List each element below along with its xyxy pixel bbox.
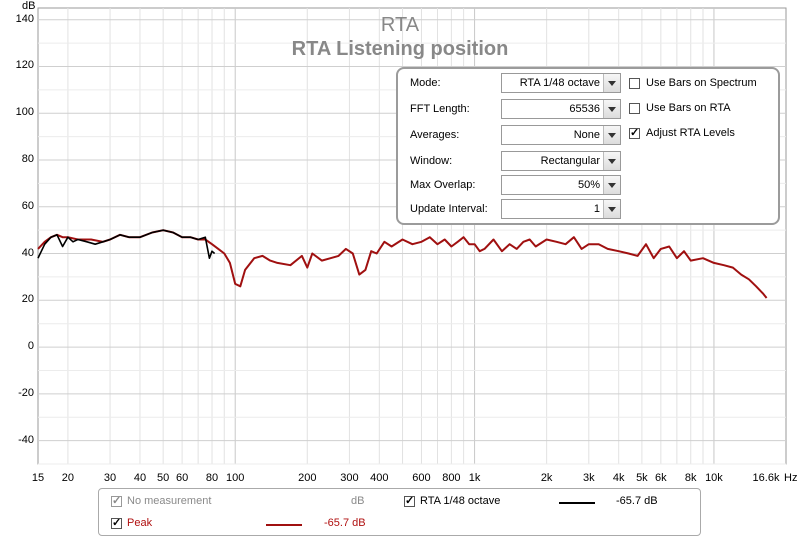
series-layer (37, 229, 768, 299)
rta-legend-swatch (559, 502, 595, 504)
window-row: Window: Rectangular (410, 151, 621, 172)
x-tick-label: 800 (442, 472, 461, 484)
x-axis-unit: Hz (784, 472, 798, 484)
y-tick-label: 40 (21, 246, 34, 259)
use-bars-rta-label: Use Bars on RTA (646, 102, 731, 114)
legend: No measurement dB RTA 1/48 octave -65.7 … (98, 488, 701, 536)
checkbox-box[interactable] (629, 103, 640, 114)
chevron-down-icon[interactable] (603, 126, 620, 144)
overlap-row: Max Overlap: 50% (410, 175, 621, 196)
x-tick-label: 30 (103, 472, 117, 484)
window-select[interactable]: Rectangular (501, 151, 621, 171)
use-bars-spectrum-label: Use Bars on Spectrum (646, 77, 757, 89)
update-interval-select[interactable]: 1 (501, 199, 621, 219)
peak-legend-swatch (266, 524, 302, 526)
use-bars-rta-checkbox[interactable]: Use Bars on RTA (629, 102, 779, 118)
y-tick-label: -40 (18, 433, 34, 446)
x-tick-label: 8k (684, 472, 697, 484)
x-tick-label: 10k (705, 472, 723, 484)
x-tick-label: 15 (31, 472, 45, 484)
max-overlap-value: 50% (577, 179, 600, 191)
legend-no-measurement: No measurement dB (111, 494, 391, 510)
fft-length-label: FFT Length: (410, 103, 470, 115)
window-label: Window: (410, 155, 453, 167)
x-tick-label: 4k (612, 472, 625, 484)
use-bars-spectrum-checkbox[interactable]: Use Bars on Spectrum (629, 77, 779, 93)
rta-series-line (37, 229, 216, 260)
x-tick-label: 20 (61, 472, 75, 484)
x-tick-label: 16.6k (752, 472, 780, 484)
legend-peak[interactable]: Peak -65.7 dB (111, 516, 391, 532)
max-overlap-select[interactable]: 50% (501, 175, 621, 195)
y-tick-label: 0 (27, 340, 34, 353)
chevron-down-icon[interactable] (603, 100, 620, 118)
window-value: Rectangular (540, 155, 600, 167)
averages-label: Averages: (410, 129, 460, 141)
chart-title: RTA (380, 14, 420, 36)
y-tick-label: 60 (21, 199, 34, 212)
no-measurement-label: No measurement (127, 495, 212, 507)
y-tick-label: 140 (15, 12, 34, 25)
y-tick-label: -20 (18, 386, 34, 399)
max-overlap-label: Max Overlap: (410, 179, 476, 191)
adjust-rta-levels-label: Adjust RTA Levels (646, 127, 735, 139)
rta-legend-value: -65.7 dB (616, 495, 658, 507)
fft-row: FFT Length: 65536 (410, 99, 621, 120)
checkbox-box-checked[interactable] (111, 516, 122, 529)
x-tick-label: 6k (655, 472, 667, 484)
x-tick-label: 600 (412, 472, 431, 484)
averages-row: Averages: None (410, 125, 621, 146)
checkbox-box[interactable] (629, 78, 640, 89)
y-tick-label: 20 (21, 293, 34, 306)
x-tick-label: 50 (157, 472, 170, 484)
mode-row: Mode: RTA 1/48 octave (410, 73, 621, 94)
x-tick-label: 1k (468, 472, 481, 484)
chevron-down-icon[interactable] (603, 176, 620, 194)
x-tick-label: 200 (298, 472, 317, 484)
mode-value: RTA 1/48 octave (519, 77, 600, 89)
no-measurement-unit: dB (351, 495, 365, 507)
averages-value: None (573, 129, 600, 141)
fft-length-select[interactable]: 65536 (501, 99, 621, 119)
y-tick-label: 80 (21, 153, 34, 165)
x-tick-label: 40 (133, 472, 147, 484)
rta-legend-label: RTA 1/48 octave (420, 495, 501, 507)
x-tick-label: 80 (205, 472, 219, 484)
x-tick-label: 60 (175, 472, 189, 484)
legend-rta[interactable]: RTA 1/48 octave -65.7 dB (404, 494, 694, 510)
x-tick-label: 400 (370, 472, 389, 484)
chevron-down-icon[interactable] (603, 200, 620, 218)
y-tick-label: 120 (15, 59, 34, 72)
averages-select[interactable]: None (501, 125, 621, 145)
checkbox-box-disabled (111, 494, 122, 507)
peak-legend-value: -65.7 dB (324, 517, 366, 529)
x-tick-label: 300 (340, 472, 359, 484)
mode-label: Mode: (410, 77, 441, 89)
rta-settings-panel: Mode: RTA 1/48 octave FFT Length: 65536 … (396, 67, 780, 225)
peak-legend-label: Peak (127, 517, 153, 529)
x-tick-label: 3k (582, 472, 595, 484)
chevron-down-icon[interactable] (603, 74, 620, 92)
checkbox-box-checked[interactable] (629, 126, 640, 139)
y-tick-label: 100 (15, 106, 34, 119)
interval-row: Update Interval: 1 (410, 199, 621, 220)
update-interval-label: Update Interval: (410, 203, 488, 215)
y-axis-unit: dB (22, 0, 36, 12)
chart-subtitle: RTA Listening position (291, 38, 509, 60)
adjust-rta-levels-checkbox[interactable]: Adjust RTA Levels (629, 126, 779, 143)
chevron-down-icon[interactable] (603, 152, 620, 170)
fft-length-value: 65536 (569, 103, 600, 115)
x-tick-label: 5k (636, 472, 648, 484)
x-tick-label: 2k (540, 472, 553, 484)
mode-select[interactable]: RTA 1/48 octave (501, 73, 621, 93)
checkbox-box-checked[interactable] (404, 494, 415, 507)
x-tick-label: 100 (226, 472, 245, 484)
update-interval-value: 1 (593, 203, 600, 215)
